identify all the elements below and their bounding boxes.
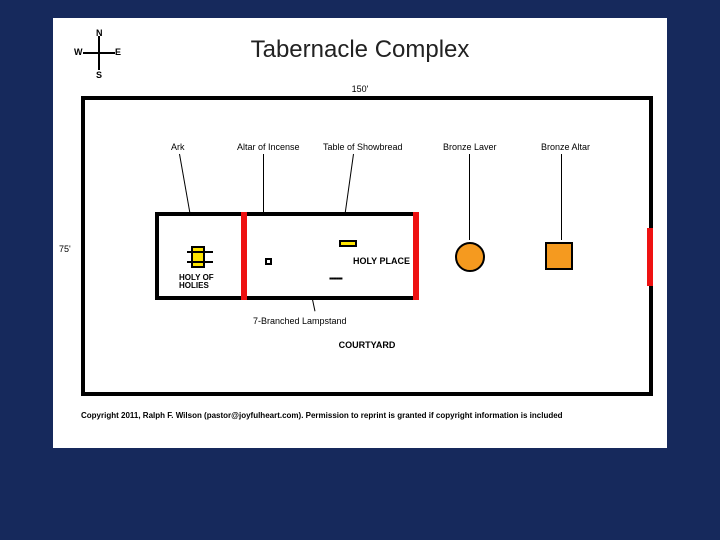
label-courtyard: COURTYARD bbox=[85, 340, 649, 350]
table-of-showbread-icon bbox=[339, 240, 357, 247]
label-bronze-laver: Bronze Laver bbox=[443, 142, 497, 152]
compass-s: S bbox=[96, 70, 102, 80]
diagram-title: Tabernacle Complex bbox=[53, 36, 667, 64]
tabernacle-structure: ▪▪▪▪▪▪▪ HOLY PLACE HOLY OFHOLIES bbox=[155, 212, 419, 300]
label-altar-of-incense: Altar of Incense bbox=[237, 142, 300, 152]
leader-laver bbox=[469, 154, 470, 240]
label-lampstand: 7-Branched Lampstand bbox=[253, 316, 347, 326]
outer-veil bbox=[413, 212, 419, 300]
lampstand-icon: ▪▪▪▪▪▪▪ bbox=[329, 274, 342, 283]
copyright-text: Copyright 2011, Ralph F. Wilson (pastor@… bbox=[81, 411, 563, 420]
label-holy-of-holies: HOLY OFHOLIES bbox=[179, 274, 214, 291]
ark-icon bbox=[191, 246, 205, 268]
label-holy-place: HOLY PLACE bbox=[353, 256, 410, 266]
bronze-altar-icon bbox=[545, 242, 573, 270]
label-ark: Ark bbox=[171, 142, 185, 152]
leader-bronze-altar bbox=[561, 154, 562, 240]
label-bronze-altar: Bronze Altar bbox=[541, 142, 590, 152]
slide-background: N S W E Tabernacle Complex 150' 75' Ark … bbox=[0, 0, 720, 540]
label-table-of-showbread: Table of Showbread bbox=[323, 142, 403, 152]
item-labels-row: Ark Altar of Incense Table of Showbread … bbox=[85, 142, 649, 156]
diagram-page: N S W E Tabernacle Complex 150' 75' Ark … bbox=[53, 18, 667, 448]
dimension-height: 75' bbox=[59, 244, 71, 254]
courtyard-outline: Ark Altar of Incense Table of Showbread … bbox=[81, 96, 653, 396]
inner-veil bbox=[241, 212, 247, 300]
altar-of-incense-icon bbox=[265, 258, 272, 265]
bronze-laver-icon bbox=[455, 242, 485, 272]
courtyard-entrance-veil bbox=[647, 228, 653, 286]
dimension-width: 150' bbox=[53, 84, 667, 94]
